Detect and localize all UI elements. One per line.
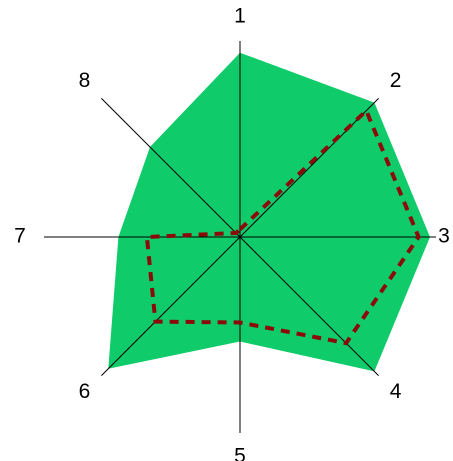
axis-spoke xyxy=(239,98,379,238)
category-label: 5 xyxy=(234,445,246,461)
axis-spoke xyxy=(101,98,241,238)
category-label: 2 xyxy=(390,69,402,92)
series-line xyxy=(144,107,421,346)
category-label: 3 xyxy=(438,225,450,248)
axis-spoke xyxy=(101,236,241,376)
category-label: 7 xyxy=(14,225,26,248)
category-label: 8 xyxy=(79,69,91,92)
series-area xyxy=(108,52,431,372)
category-label: 4 xyxy=(390,380,402,403)
category-label: 1 xyxy=(234,5,246,28)
axis-spoke xyxy=(239,236,379,376)
category-label: 6 xyxy=(79,380,91,403)
